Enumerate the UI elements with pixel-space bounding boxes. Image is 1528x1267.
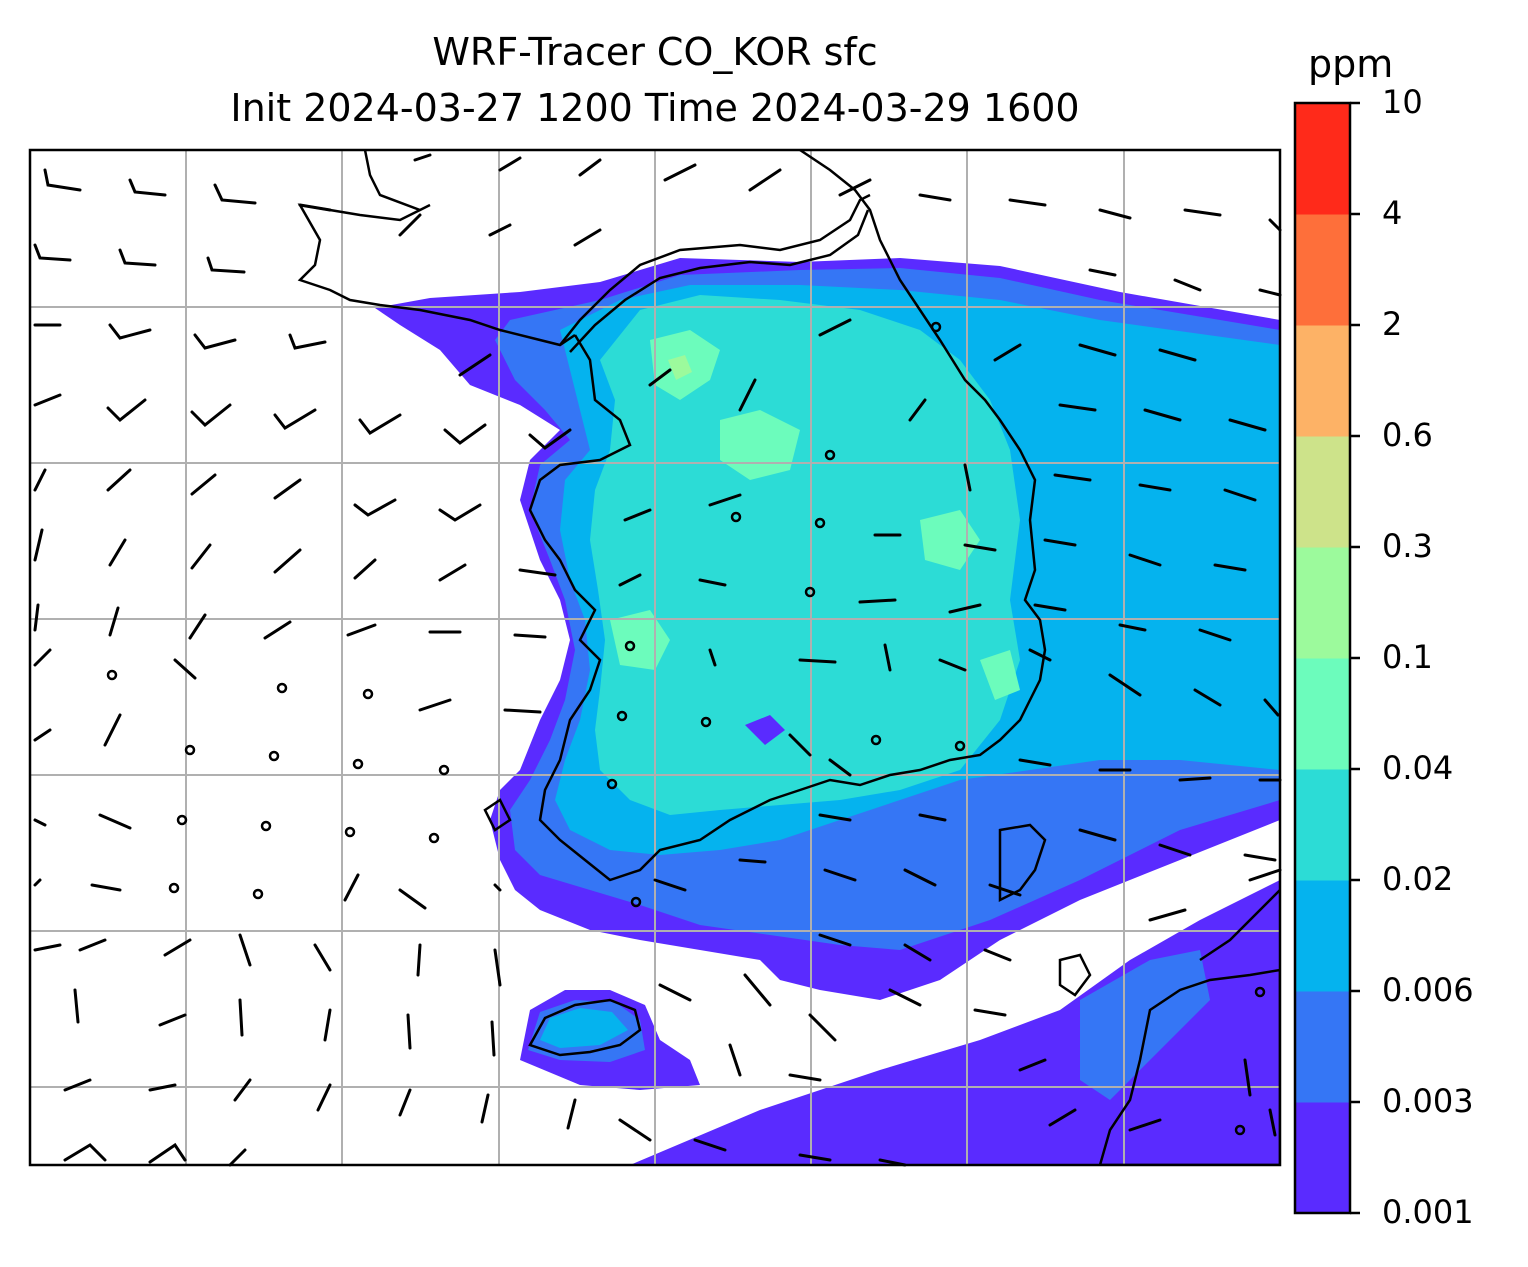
- colorbar-segment: [1295, 325, 1350, 437]
- colorbar-segment: [1295, 214, 1350, 326]
- coastline-japan-north: [1199, 889, 1280, 962]
- colorbar-segment: [1295, 103, 1350, 215]
- contour-low-hole: [745, 715, 785, 745]
- contour-level-4d: [920, 510, 980, 570]
- contour-level-3: [590, 295, 1020, 815]
- colorbar-segment: [1295, 1102, 1350, 1214]
- wind-barbs: [33, 153, 1282, 1167]
- colorbar-tick-label: 0.003: [1382, 1082, 1474, 1120]
- colorbar-segment: [1295, 991, 1350, 1103]
- contour-level-5: [668, 355, 692, 380]
- colorbar-tick-label: 0.02: [1382, 860, 1454, 898]
- coastline-bay2: [569, 209, 870, 353]
- colorbar-segment: [1295, 436, 1350, 548]
- colorbar-tick-label: 0.04: [1382, 749, 1454, 787]
- calm-circles: [106, 321, 1266, 1136]
- map-frame: [28, 148, 1282, 1167]
- colorbar-tick-label: 0.001: [1382, 1193, 1474, 1231]
- contour-south-band-1: [1080, 950, 1210, 1100]
- coastlines: [297, 150, 1280, 1165]
- coastline-korea: [528, 150, 1047, 882]
- coastline-west-islands: [483, 798, 512, 832]
- contour-level-4e: [980, 650, 1020, 700]
- colorbar-unit-label: ppm: [1308, 42, 1394, 86]
- coastline-jeju: [528, 998, 642, 1057]
- gridlines: [30, 150, 1280, 1165]
- colorbar-tick-label: 2: [1382, 305, 1403, 343]
- chart-title-line2: Init 2024-03-27 1200 Time 2024-03-29 160…: [230, 86, 1080, 130]
- coastline-tsushima: [1058, 953, 1092, 997]
- coastline-south-islands: [998, 823, 1047, 903]
- contour-south-band-0: [630, 880, 1280, 1165]
- colorbar-tick-label: 0.6: [1382, 416, 1433, 454]
- colorbar-segment: [1295, 880, 1350, 992]
- colorbar-tick-label: 0.006: [1382, 971, 1474, 1009]
- colorbar-segment: [1295, 769, 1350, 881]
- colorbar-tick-label: 0.3: [1382, 527, 1433, 565]
- colorbar-segment: [1295, 547, 1350, 659]
- contour-jeju-2: [540, 1008, 628, 1048]
- colorbar-tick-label: 10: [1382, 83, 1423, 121]
- chart-title-line1: WRF-Tracer CO_KOR sfc: [432, 30, 878, 74]
- colorbar-segment: [1295, 658, 1350, 770]
- coastline-northwest: [297, 150, 576, 347]
- coastline-kyushu: [1098, 968, 1280, 1165]
- colorbar-tick-label: 0.1: [1382, 638, 1433, 676]
- colorbar-tick-label: 4: [1382, 194, 1403, 232]
- colorbar: [1293, 101, 1360, 1215]
- coastline-bay: [559, 193, 871, 346]
